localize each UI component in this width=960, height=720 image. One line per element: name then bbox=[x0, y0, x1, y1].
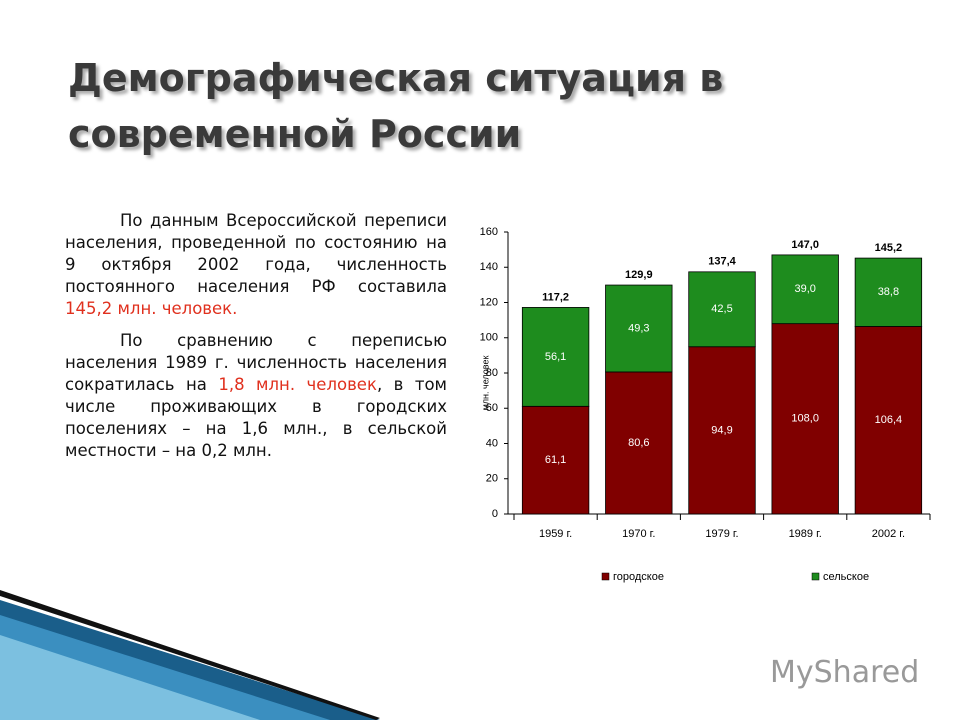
paragraph: По данным Всероссийской переписи населен… bbox=[65, 210, 447, 320]
total-label: 117,2 bbox=[542, 291, 569, 303]
x-tick-label: 2002 г. bbox=[872, 528, 905, 540]
slide-text: По данным Всероссийской переписи населен… bbox=[65, 210, 447, 472]
bar-segment bbox=[521, 307, 590, 407]
bar-segment bbox=[688, 346, 756, 515]
legend-swatch bbox=[811, 572, 820, 581]
text-run: По данным Всероссийской переписи населен… bbox=[65, 211, 447, 296]
y-axis-label: млн. человек bbox=[480, 356, 490, 411]
y-tick-label: 140 bbox=[480, 261, 498, 273]
text-run: 1,8 млн. человек bbox=[218, 375, 377, 394]
slide-title: Демографическая ситуация в современной Р… bbox=[68, 56, 724, 156]
legend-label: городское bbox=[613, 571, 664, 583]
bar-segment bbox=[688, 271, 756, 348]
x-tick-label: 1959 г. bbox=[539, 528, 572, 540]
y-tick-label: 80 bbox=[486, 367, 498, 379]
value-label: 80,6 bbox=[628, 437, 649, 449]
paragraph: По сравнению с переписью населения 1989 … bbox=[65, 330, 447, 462]
value-label: 39,0 bbox=[794, 283, 815, 295]
y-tick-label: 0 bbox=[492, 508, 498, 520]
bar-segment bbox=[771, 254, 839, 325]
legend-label: сельское bbox=[823, 571, 869, 583]
total-label: 129,9 bbox=[625, 269, 653, 281]
value-label: 61,1 bbox=[545, 454, 566, 466]
total-label: 145,2 bbox=[875, 242, 903, 254]
value-label: 49,3 bbox=[628, 322, 649, 334]
text-run: 145,2 млн. человек. bbox=[65, 299, 238, 318]
x-tick-label: 1979 г. bbox=[705, 528, 738, 540]
text-run: По сравнению с переписью населения 1989 … bbox=[65, 331, 447, 394]
y-tick-label: 40 bbox=[486, 437, 498, 449]
bar-segment bbox=[771, 323, 839, 515]
bar-segment bbox=[854, 326, 923, 515]
y-tick-label: 60 bbox=[486, 402, 498, 414]
total-label: 137,4 bbox=[708, 256, 736, 268]
decoration bbox=[0, 590, 380, 720]
value-label: 94,9 bbox=[711, 424, 732, 436]
x-tick-label: 1970 г. bbox=[622, 528, 655, 540]
y-tick-label: 20 bbox=[486, 473, 498, 485]
y-tick-label: 100 bbox=[480, 332, 498, 344]
x-tick-label: 1989 г. bbox=[789, 528, 822, 540]
chart: 0 20 40 60 80 100 120 140 160 млн. человек 1959 г.… bbox=[460, 205, 958, 600]
value-label: 106,4 bbox=[875, 414, 903, 426]
value-label: 108,0 bbox=[791, 413, 819, 425]
bar-segment bbox=[605, 284, 673, 373]
text-run: , в том числе проживающих в городских по… bbox=[65, 375, 447, 460]
total-label: 147,0 bbox=[791, 239, 819, 251]
watermark: MyShared bbox=[770, 655, 920, 690]
value-label: 56,1 bbox=[545, 351, 566, 363]
y-tick-label: 160 bbox=[480, 226, 498, 238]
bar-segment bbox=[605, 371, 673, 515]
legend-swatch bbox=[601, 572, 610, 581]
bar-segment bbox=[854, 257, 923, 327]
y-tick-label: 120 bbox=[480, 296, 498, 308]
value-label: 38,8 bbox=[878, 286, 899, 298]
value-label: 42,5 bbox=[711, 303, 732, 315]
